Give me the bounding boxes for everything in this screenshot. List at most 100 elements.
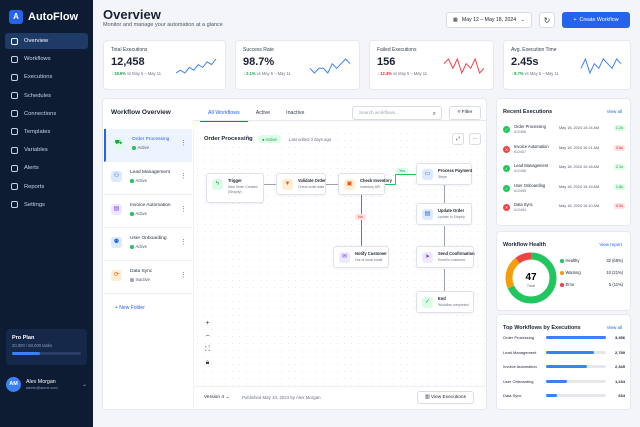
top-workflow-row[interactable]: User Onboarding 1,234 <box>503 375 625 387</box>
more-vertical-icon[interactable]: ⋮ <box>180 206 187 213</box>
more-vertical-icon[interactable]: ⋮ <box>180 272 187 279</box>
execution-name: Data Sync <box>514 202 533 207</box>
kpi-card-failed-executions[interactable]: Failed Executions 156 ↓ 12.4% vs May 5 –… <box>369 40 494 90</box>
legend-count: 32 (68%) <box>606 258 623 263</box>
nav-item-settings[interactable]: Settings <box>5 197 88 213</box>
execution-id: #12455 <box>514 188 526 193</box>
kpi-delta: ↑ 2.1% <box>243 71 256 76</box>
chevron-down-icon[interactable]: ⌄ <box>81 381 87 388</box>
date-range-picker[interactable]: ▦ May 12 – May 18, 2024 ⌄ <box>446 12 532 28</box>
expand-button[interactable]: ⤢ <box>452 133 464 145</box>
execution-row[interactable]: ✕ Data Sync #12454 May 18, 2024 10:10 AM 0.0… <box>503 201 625 220</box>
workflow-item-lead-management[interactable]: ⚇ Lead Management Active ⋮ <box>104 162 192 195</box>
zoom-out-button[interactable]: − <box>202 331 213 342</box>
more-button[interactable]: ⋯ <box>469 133 481 145</box>
nav-item-templates[interactable]: Templates <box>5 124 88 140</box>
nav-item-variables[interactable]: Variables <box>5 142 88 158</box>
create-workflow-button[interactable]: + Create Workflow <box>562 12 630 28</box>
lock-button[interactable]: 🔒︎ <box>202 357 213 368</box>
node-subtitle: Email to customer <box>438 257 466 262</box>
view-executions-label: View Executions <box>430 395 466 400</box>
nav-item-workflows[interactable]: Workflows <box>5 51 88 67</box>
no-label: No <box>355 214 366 220</box>
node-update-order[interactable]: ▤ Update Order Update in Shopify <box>416 203 472 225</box>
kpi-card-avg-execution-time[interactable]: Avg. Execution Time 2.45s ↑ 8.7% vs May … <box>503 40 631 90</box>
plus-icon: + <box>205 320 210 327</box>
node-notify-customer[interactable]: ✉ Notify Customer Out of stock email <box>333 246 389 268</box>
version-selector[interactable]: Version 4 ⌄ <box>204 395 230 400</box>
health-donut-chart: 47 Total <box>505 252 557 304</box>
workflow-canvas[interactable]: Order Processing ✎ ● Active Last edited … <box>193 130 485 408</box>
kpi-value: 12,458 <box>111 56 145 68</box>
card-icon: ▭ <box>422 169 433 180</box>
plan-card[interactable]: Pro Plan 20,000 / 50,000 tasks <box>6 329 87 365</box>
node-process-payment[interactable]: ▭ Process Payment Stripe <box>416 163 472 185</box>
box-icon: ▣ <box>344 179 355 190</box>
top-workflow-row[interactable]: Lead Management 2,789 <box>503 346 625 358</box>
view-all-link[interactable]: View all <box>606 325 622 330</box>
workflow-item-invoice-automation[interactable]: ▤ Invoice Automation Active ⋮ <box>104 195 192 228</box>
workflow-item-data-sync[interactable]: ⟳ Data Sync Inactive ⋮ <box>104 261 192 294</box>
view-report-link[interactable]: View report <box>599 242 622 247</box>
flow-icon <box>11 55 18 63</box>
nav-item-alerts[interactable]: Alerts <box>5 160 88 176</box>
workflow-search-input[interactable]: Search workflows... ⌕ <box>352 106 442 120</box>
execution-time: May 18, 2024 10:24 AM <box>559 126 600 130</box>
kpi-note: vs May 5 – May 11 <box>392 71 427 76</box>
fit-icon: ⛶ <box>205 346 210 353</box>
nav-item-reports[interactable]: Reports <box>5 179 88 195</box>
execution-row[interactable]: ✕ Invoice Automation #12457 May 18, 2024 10… <box>503 143 625 162</box>
node-subtitle: Inventory API <box>360 184 381 189</box>
node-subtitle: Workflow completed <box>438 302 469 307</box>
more-vertical-icon[interactable]: ⋮ <box>180 239 187 246</box>
kpi-card-total-executions[interactable]: Total Executions 12,458 ↑ 18.6% vs May 5… <box>103 40 226 90</box>
fit-view-button[interactable]: ⛶ <box>202 344 213 355</box>
create-workflow-label: Create Workflow <box>579 17 619 23</box>
view-executions-button[interactable]: ▥ View Executions <box>417 391 474 404</box>
workflow-item-user-onboarding[interactable]: ⚉ User Onboarding Active ⋮ <box>104 228 192 261</box>
node-end[interactable]: ✓ End Workflow completed <box>416 291 474 313</box>
legend-count: 10 (21%) <box>606 270 623 275</box>
new-folder-button[interactable]: + New Folder <box>115 305 145 311</box>
kpi-card-success-rate[interactable]: Success Rate 98.7% ↑ 2.1% vs May 5 – May… <box>235 40 360 90</box>
view-all-link[interactable]: View all <box>606 109 622 114</box>
user-plus-icon: ⚉ <box>111 237 122 248</box>
connector <box>326 184 338 185</box>
kpi-value: 2.45s <box>511 56 539 68</box>
user-menu[interactable]: AM Alex Morgan admin@acme.com ⌄ <box>6 374 87 394</box>
tab-inactive[interactable]: Inactive <box>286 110 305 116</box>
execution-row[interactable]: ✓ Lead Management #12456 May 18, 2024 10:18… <box>503 162 625 181</box>
workflow-overview-panel: Workflow Overview All Workflows Active I… <box>102 98 487 410</box>
nav-item-executions[interactable]: Executions <box>5 69 88 85</box>
node-send-confirmation[interactable]: ➤ Send Confirmation Email to customer <box>416 246 475 268</box>
tab-all-workflows[interactable]: All Workflows <box>200 105 248 122</box>
top-workflow-value: 2,789 <box>614 349 625 355</box>
execution-row[interactable]: ✓ User Onboarding #12455 May 18, 2024 10:15… <box>503 182 625 201</box>
more-vertical-icon[interactable]: ⋮ <box>180 140 187 147</box>
workflow-item-order-processing[interactable]: ⛟ Order Processing Active ⋮ <box>104 129 192 162</box>
execution-duration: 3.6s <box>613 144 625 151</box>
app-logo[interactable]: A AutoFlow <box>0 0 93 33</box>
top-workflow-row[interactable]: Invoice Automation 2,345 <box>503 360 625 372</box>
nav-item-overview[interactable]: Overview <box>5 33 88 49</box>
nav-item-connections[interactable]: Connections <box>5 106 88 122</box>
node-check-inventory[interactable]: ▣ Check Inventory Inventory API <box>338 173 392 195</box>
top-workflow-row[interactable]: Order Processing 3,456 <box>503 331 625 343</box>
node-validate-order[interactable]: ▼ Validate Order Check order data <box>276 173 326 195</box>
execution-row[interactable]: ✓ Order Processing #12458 May 18, 2024 10:2… <box>503 123 625 142</box>
more-vertical-icon[interactable]: ⋮ <box>180 173 187 180</box>
nav-item-schedules[interactable]: Schedules <box>5 88 88 104</box>
tab-active[interactable]: Active <box>255 110 271 116</box>
kpi-label: Total Executions <box>111 47 148 53</box>
top-workflow-value: 2,345 <box>614 364 625 369</box>
top-workflow-row[interactable]: Data Sync 634 <box>503 389 625 401</box>
recent-executions-title: Recent Executions <box>503 109 553 115</box>
pencil-icon[interactable]: ✎ <box>246 135 251 141</box>
sparkline-path <box>175 58 217 74</box>
node-trigger[interactable]: ϟ Trigger New Order Created (Shopify) <box>206 173 264 203</box>
connector <box>264 184 276 185</box>
zoom-in-button[interactable]: + <box>202 318 213 329</box>
donut-segment-healthy <box>505 252 557 304</box>
filter-button[interactable]: ≡ Filter <box>449 106 481 120</box>
refresh-button[interactable]: ↻ <box>539 12 555 28</box>
